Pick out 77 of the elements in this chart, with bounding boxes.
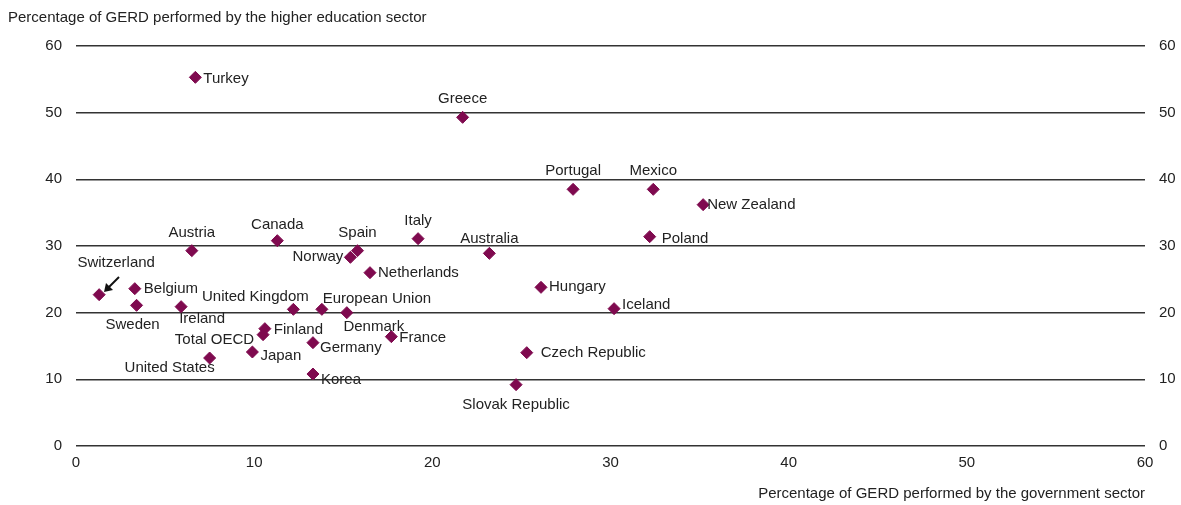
annotation: Belgium [143, 278, 198, 296]
annotation: Germany [319, 337, 383, 355]
point [646, 182, 660, 196]
x-tick-label: 20 [423, 453, 441, 471]
annotation: Turkey [203, 69, 250, 87]
point [363, 266, 377, 280]
annotation: Austria [168, 222, 216, 240]
point [174, 300, 188, 314]
annotation: Japan [260, 346, 302, 364]
annotation: Netherlands [377, 262, 459, 280]
annotation: Greece [438, 89, 488, 107]
annotation: Czech Republic [540, 342, 647, 360]
annotation: Total OECD [174, 329, 255, 347]
point [130, 298, 144, 312]
annotation: Mexico [629, 161, 678, 179]
y-tick-label: 50 [45, 102, 62, 120]
x-axis-title: Percentage of GERD performed by the government sector [758, 484, 1145, 501]
point [351, 244, 364, 258]
annotation: European Union [322, 289, 432, 307]
annotation: Australia [460, 229, 520, 247]
point [306, 336, 320, 350]
annotation: Norway [292, 247, 344, 265]
annotation: Portugal [545, 161, 602, 179]
annotation: Ireland [179, 308, 226, 326]
y-tick-label: 0 [53, 436, 62, 454]
annotation: Finland [273, 319, 324, 337]
point [411, 232, 425, 246]
point [607, 302, 621, 316]
point [566, 182, 580, 196]
annotation: Slovak Republic [462, 394, 571, 412]
annotation: Hungary [549, 277, 607, 295]
annotation: United Kingdom [202, 287, 309, 305]
y-tick-label: 10 [45, 369, 62, 387]
y-tick-label: 40 [45, 169, 62, 187]
x-tick-label: 10 [245, 453, 263, 471]
y-tick-label: 60 [45, 36, 62, 54]
point [245, 345, 259, 359]
annotation: Switzerland [77, 252, 155, 270]
point [128, 282, 142, 296]
x-tick-label: 0 [71, 453, 81, 471]
annotation: Spain [338, 222, 377, 240]
point [188, 70, 202, 84]
x-tick-label: 60 [1136, 453, 1154, 471]
y2-tick-label: 50 [1159, 102, 1176, 120]
y2-tick-label: 40 [1159, 169, 1176, 187]
y2-tick-label: 20 [1159, 302, 1176, 320]
y2-tick-label: 60 [1159, 36, 1176, 54]
annotation: United States [124, 358, 215, 376]
x-tick-label: 40 [780, 453, 798, 471]
point [509, 378, 523, 392]
point [482, 246, 496, 260]
x-tick-label: 30 [602, 453, 619, 471]
point [340, 306, 354, 320]
point [256, 328, 270, 342]
point [343, 250, 357, 264]
point [92, 288, 106, 302]
point [270, 234, 284, 248]
annotation: Italy [404, 210, 433, 228]
y-tick-label: 20 [45, 302, 62, 320]
annotation: Iceland [622, 294, 671, 312]
y2-tick-label: 30 [1159, 236, 1176, 254]
point [185, 244, 199, 258]
annotation: New Zealand [707, 194, 796, 212]
y-axis-title: Percentage of GERD performed by the higher education sector [8, 8, 427, 25]
point [534, 280, 548, 294]
point [384, 330, 398, 344]
point [456, 110, 470, 124]
annotation: Canada [251, 214, 305, 232]
point [643, 230, 657, 244]
y-tick-label: 30 [45, 236, 62, 254]
x-tick-label: 50 [958, 453, 976, 471]
annotation: Poland [661, 228, 709, 246]
point [306, 367, 320, 381]
point [520, 346, 534, 360]
annotation: Sweden [105, 315, 160, 333]
y2-tick-label: 0 [1159, 436, 1168, 454]
y2-tick-label: 10 [1159, 369, 1176, 387]
